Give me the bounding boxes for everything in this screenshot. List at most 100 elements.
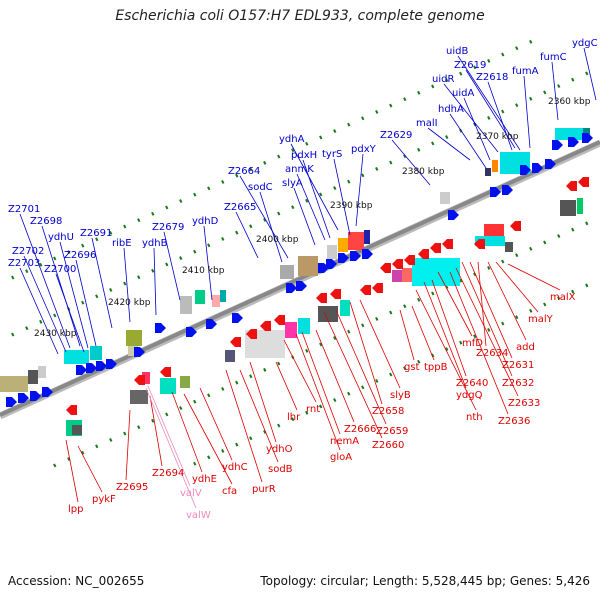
gene-arrow — [160, 367, 171, 377]
gene-block — [280, 265, 294, 279]
leader-line — [469, 261, 513, 359]
gene-block — [0, 376, 28, 392]
tick-mark — [319, 135, 323, 140]
gene-label-reverse: mfD — [462, 338, 483, 349]
leader-line — [239, 369, 279, 463]
tick-mark — [291, 148, 295, 153]
tick-mark — [319, 404, 323, 409]
tick-mark — [431, 291, 435, 296]
tick-mark — [235, 173, 239, 178]
leader-line — [583, 47, 597, 101]
leader-line — [41, 225, 81, 347]
tick-mark — [389, 372, 393, 377]
tick-mark — [67, 250, 71, 255]
gene-label-forward: slyA — [282, 178, 303, 189]
tick-mark — [347, 391, 351, 396]
leader-line — [296, 173, 326, 241]
gene-arrow — [155, 323, 166, 333]
leader-line — [487, 81, 513, 151]
tick-mark — [515, 103, 519, 108]
tick-mark — [207, 186, 211, 191]
gene-label-forward: pdxY — [351, 144, 377, 155]
tick-mark — [193, 192, 197, 197]
tick-mark — [95, 294, 99, 299]
gene-arrow — [338, 253, 349, 263]
leader-line — [495, 261, 539, 313]
gene-block — [142, 372, 150, 384]
leader-line — [125, 409, 131, 481]
accession-text: Accession: NC_002655 — [8, 574, 145, 588]
tick-mark — [571, 77, 575, 82]
tick-mark — [179, 406, 183, 411]
gene-label-reverse: add — [516, 342, 535, 353]
gene-block — [475, 236, 505, 246]
gene-label-forward: Z2691 — [80, 228, 112, 239]
tick-mark — [277, 361, 281, 366]
gene-block — [505, 242, 513, 252]
gene-arrow — [86, 363, 97, 373]
tick-mark — [305, 141, 309, 146]
tick-mark — [361, 323, 365, 328]
gene-arrow — [42, 387, 53, 397]
gene-block — [130, 390, 148, 404]
gene-arrow — [430, 243, 441, 253]
tick-mark — [543, 240, 547, 245]
tick-mark — [235, 230, 239, 235]
gene-arrow — [372, 283, 383, 293]
tick-mark — [431, 353, 435, 358]
tick-mark — [529, 246, 533, 251]
tick-mark — [193, 399, 197, 404]
tick-mark — [529, 96, 533, 101]
leader-line — [235, 211, 259, 259]
tick-mark — [361, 173, 365, 178]
gene-block — [402, 268, 412, 282]
leader-line — [91, 237, 113, 329]
leader-line — [65, 439, 79, 503]
tick-mark — [11, 332, 15, 337]
tick-mark — [571, 289, 575, 294]
gene-label-forward: ydhU — [48, 232, 74, 243]
tick-mark — [277, 154, 281, 159]
gene-label-forward: Z2629 — [380, 130, 412, 141]
tick-mark — [487, 266, 491, 270]
gene-label-forward: fumA — [512, 66, 539, 77]
leader-line — [301, 331, 341, 435]
tick-mark — [333, 398, 337, 402]
leader-line — [443, 83, 499, 153]
genome-summary: Topology: circular; Length: 5,528,445 bp… — [260, 574, 590, 588]
leader-line — [487, 261, 527, 341]
leader-line — [415, 289, 477, 411]
gene-arrow — [134, 375, 145, 385]
tick-mark — [221, 180, 225, 184]
gene-block — [220, 290, 226, 302]
leader-line — [203, 225, 213, 301]
gene-arrow — [106, 359, 117, 369]
leader-line — [283, 339, 317, 403]
axis-label: 2370 kbp — [476, 132, 519, 142]
gene-arrow — [96, 361, 107, 371]
gene-label-reverse: sodB — [268, 464, 293, 475]
tick-mark — [263, 217, 267, 222]
gene-label-forward: Z2665 — [224, 202, 256, 213]
leader-line — [59, 241, 89, 349]
tick-mark — [53, 256, 57, 261]
gene-label-forward: anmK — [285, 164, 314, 175]
gene-arrow — [566, 181, 577, 191]
tick-mark — [347, 122, 351, 127]
gene-block — [28, 370, 38, 384]
tick-mark — [123, 431, 127, 436]
gene-arrow — [206, 319, 217, 329]
tick-mark — [501, 321, 505, 326]
leader-line — [163, 231, 181, 301]
gene-label-reverse: Z2695 — [116, 482, 148, 493]
gene-label-forward: Z2703 — [8, 258, 40, 269]
gene-arrow — [448, 210, 459, 220]
gene-label-reverse: ydhC — [222, 462, 248, 473]
leader-line — [523, 75, 531, 149]
gene-label-reverse: purR — [252, 484, 276, 495]
tick-mark — [53, 313, 57, 318]
tick-mark — [263, 367, 267, 372]
tick-mark — [25, 326, 29, 331]
gene-arrow — [578, 177, 589, 187]
gene-label-reverse: Z2659 — [376, 426, 408, 437]
